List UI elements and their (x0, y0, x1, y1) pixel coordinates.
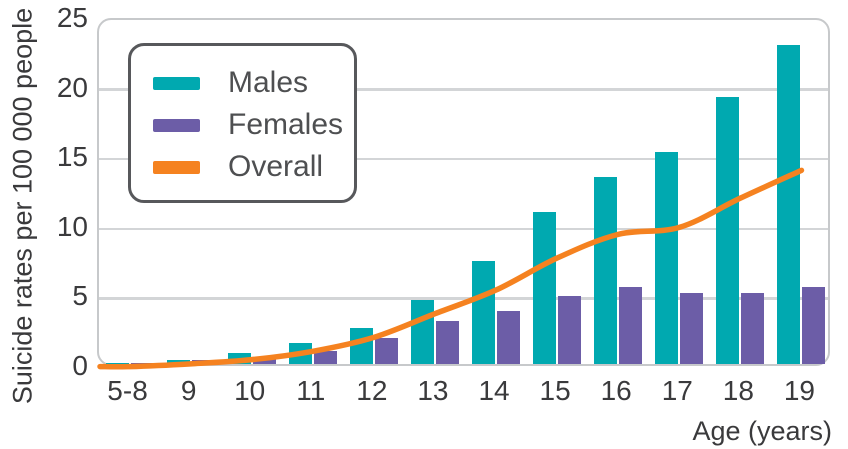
bar-females-11 (313, 351, 337, 364)
gridline-5 (99, 297, 828, 300)
y-tick-label-20: 20 (56, 71, 88, 103)
x-tick-label-18: 18 (722, 375, 754, 406)
bar-females-13 (435, 320, 459, 364)
females-color-swatch (153, 118, 200, 132)
legend-item-males: Males (153, 62, 354, 104)
bar-males-16 (594, 177, 618, 364)
x-tick-label-15: 15 (539, 375, 571, 406)
x-tick-label-16: 16 (600, 375, 632, 406)
x-tick-label-13: 13 (417, 375, 449, 406)
bar-males-19 (777, 45, 801, 364)
bar-females-19 (802, 287, 826, 364)
y-axis-title: Suicide rates per 100 000 people (7, 7, 38, 405)
bar-females-17 (680, 293, 704, 364)
x-tick-label-12: 12 (356, 375, 388, 406)
x-tick-label-14: 14 (478, 375, 510, 406)
y-tick-label-5: 5 (72, 280, 88, 312)
overall-color-swatch (153, 160, 200, 174)
legend-label-females: Females (228, 108, 344, 141)
bar-males-18 (716, 96, 740, 364)
x-tick-label-9: 9 (180, 375, 197, 406)
x-tick-label-10: 10 (234, 375, 266, 406)
y-tick-label-25: 25 (56, 2, 88, 33)
legend-label-overall: Overall (228, 150, 324, 183)
x-tick-label-17: 17 (661, 375, 693, 406)
bar-females-14 (497, 311, 521, 364)
x-tick-label-5-8: 5-8 (107, 375, 148, 406)
legend-item-females: Females (153, 104, 354, 146)
y-tick-label-10: 10 (56, 210, 88, 242)
x-tick-label-19: 19 (783, 375, 816, 406)
y-tick-label-0: 0 (72, 350, 88, 381)
bar-females-12 (374, 337, 398, 364)
gridline-10 (99, 227, 828, 231)
bar-males-15 (533, 212, 557, 364)
gridline-20 (99, 88, 828, 91)
x-axis-title: Age (years) (692, 416, 832, 446)
males-color-swatch (153, 76, 200, 90)
legend-label-males: Males (228, 66, 309, 99)
bar-females-5-8 (130, 362, 154, 364)
plot-canvas (97, 20, 828, 370)
x-tick-label-11: 11 (296, 375, 326, 406)
overall-line-layer (97, 167, 805, 370)
bar-males-5-8 (105, 362, 129, 364)
bar-males-14 (472, 261, 496, 364)
bar-males-17 (655, 152, 679, 364)
legend-box: Males Females Overall (128, 43, 357, 203)
bar-females-16 (619, 287, 643, 364)
overall-line (97, 167, 805, 370)
gridline-15 (99, 157, 828, 161)
y-tick-label-15: 15 (56, 141, 88, 173)
legend-item-overall: Overall (153, 146, 354, 188)
bar-females-18 (741, 293, 765, 364)
bar-females-15 (558, 295, 582, 364)
